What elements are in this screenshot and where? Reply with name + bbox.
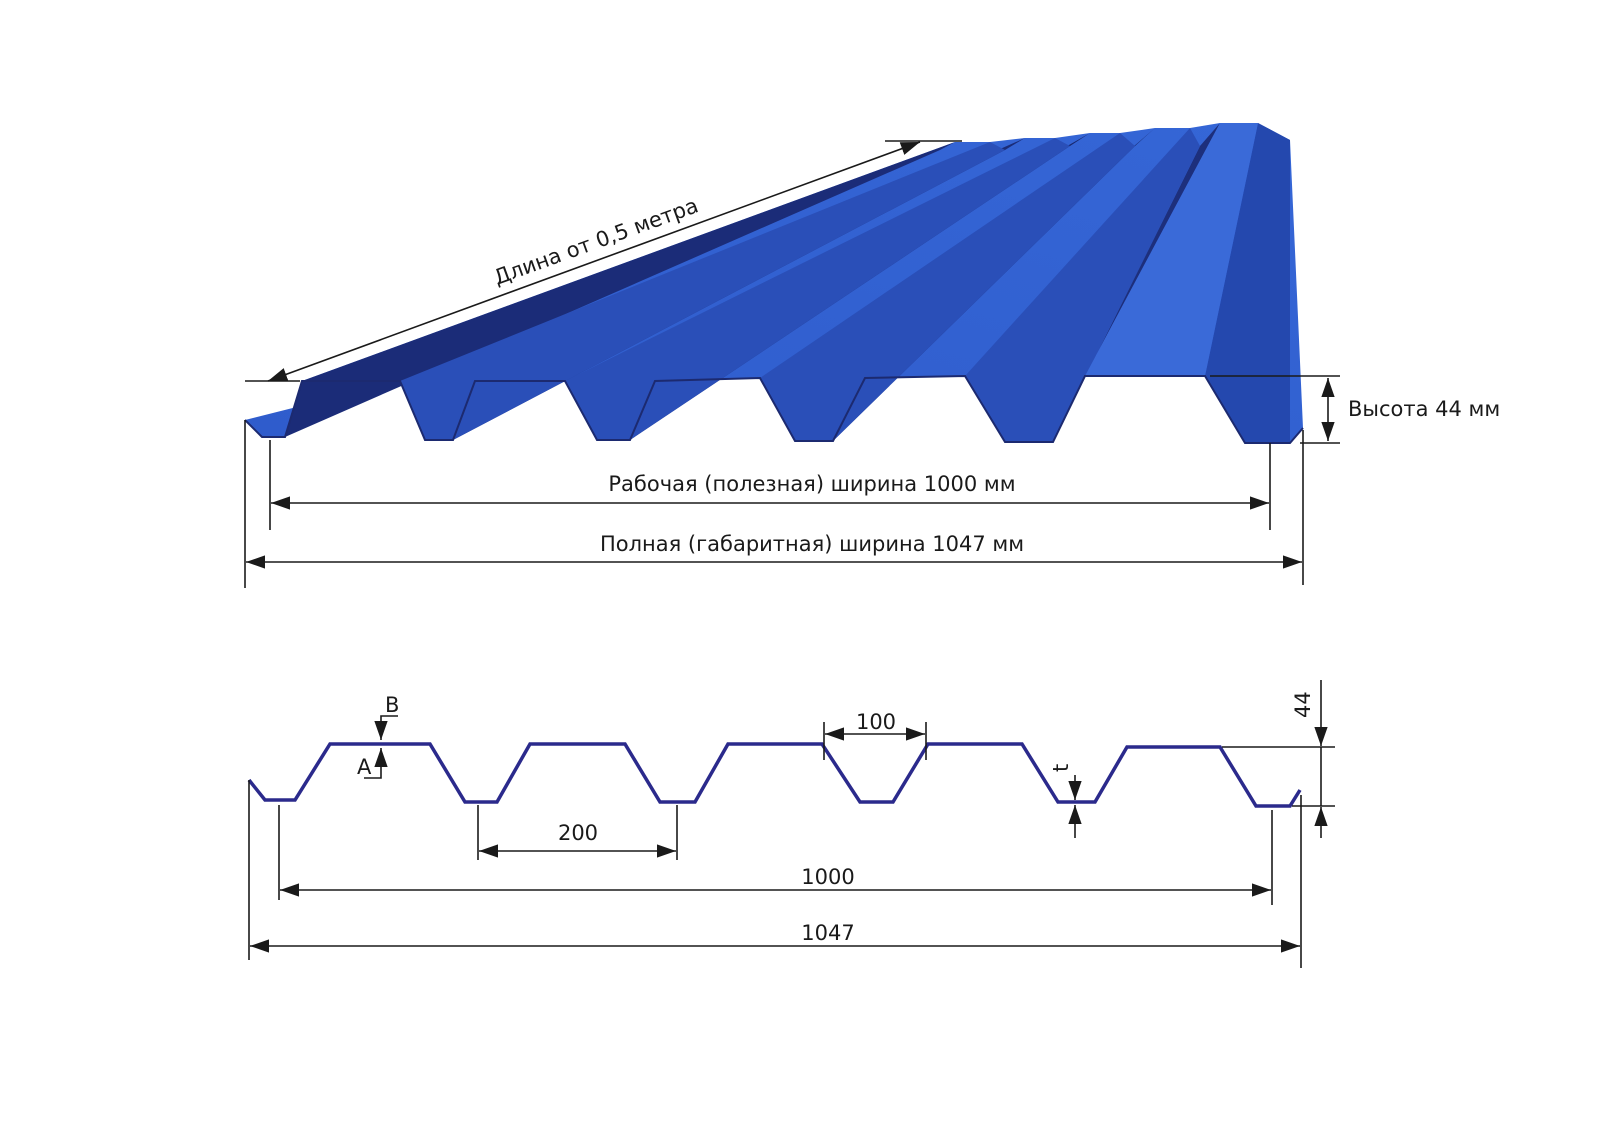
label-t: t — [1049, 764, 1073, 772]
working-width-1000-label: 1000 — [801, 865, 854, 889]
rib-side — [965, 128, 1200, 442]
label-b: B — [385, 693, 399, 717]
rib-top — [1085, 123, 1258, 376]
label-a: A — [357, 755, 372, 779]
full-width-1047-label: 1047 — [801, 921, 854, 945]
profile-dimensions: B A 100 t 44 200 1000 1047 — [248, 680, 1335, 968]
bottom-width-label: 100 — [856, 710, 896, 734]
rib-side — [1205, 123, 1290, 443]
working-width-label: Рабочая (полезная) ширина 1000 мм — [608, 472, 1015, 496]
width-dimensions-3d: Рабочая (полезная) ширина 1000 мм Полная… — [244, 420, 1304, 588]
full-width-label: Полная (габаритная) ширина 1047 мм — [600, 532, 1024, 556]
height-dimension: Высота 44 мм — [1210, 375, 1500, 444]
height-44-label: 44 — [1291, 691, 1315, 718]
cross-section-profile — [247, 742, 1302, 808]
pitch-label: 200 — [558, 821, 598, 845]
sheet-3d-illustration — [244, 123, 1304, 444]
height-label: Высота 44 мм — [1348, 397, 1500, 421]
